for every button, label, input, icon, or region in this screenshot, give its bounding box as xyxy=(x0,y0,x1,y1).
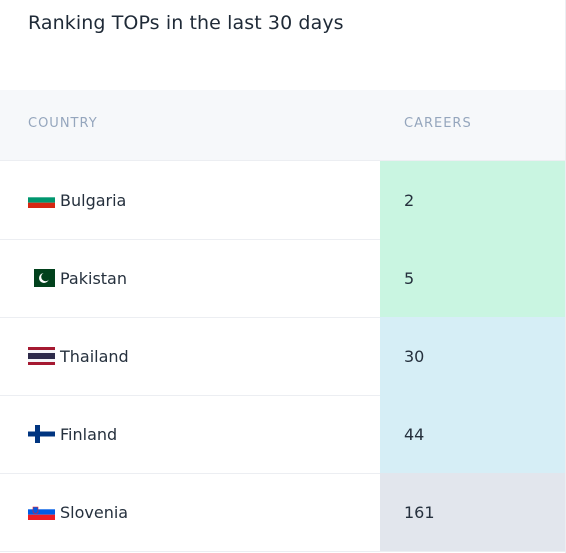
careers-cell: 2 xyxy=(380,161,565,239)
careers-value: 2 xyxy=(404,190,415,210)
country-name: Thailand xyxy=(60,346,129,366)
careers-cell: 5 xyxy=(380,239,565,317)
flag xyxy=(28,192,55,208)
country-cell: Thailand xyxy=(28,317,129,395)
careers-cell: 30 xyxy=(380,317,565,395)
careers-value: 44 xyxy=(404,424,425,444)
flag xyxy=(28,347,55,365)
country-name: Finland xyxy=(60,424,118,444)
column-header: CAREERS xyxy=(404,116,472,131)
table-row: Finland 44 xyxy=(0,395,565,474)
careers-value: 161 xyxy=(404,502,435,522)
careers-value: 30 xyxy=(404,346,425,366)
column-header: COUNTRY xyxy=(28,116,98,131)
country-name: Pakistan xyxy=(60,268,127,288)
country-name: Bulgaria xyxy=(60,190,127,210)
flag xyxy=(28,425,55,443)
table-row: Bulgaria 2 xyxy=(0,161,565,240)
country-cell: Slovenia xyxy=(28,473,128,551)
country-cell: Bulgaria xyxy=(28,161,126,239)
careers-cell: 161 xyxy=(380,473,565,551)
table-header: COUNTRY CAREERS xyxy=(0,90,565,161)
flag xyxy=(28,504,55,520)
careers-value: 5 xyxy=(404,268,415,288)
table-row: Thailand 30 xyxy=(0,317,565,396)
country-cell: Finland xyxy=(28,395,117,473)
title: Ranking TOPs in the last 30 days xyxy=(28,12,344,34)
country-cell: Pakistan xyxy=(28,239,127,317)
table-row: Pakistan 5 xyxy=(0,239,565,318)
table-row: Slovenia 161 xyxy=(0,473,565,552)
flag xyxy=(28,269,55,287)
careers-cell: 44 xyxy=(380,395,565,473)
country-name: Slovenia xyxy=(60,502,129,522)
